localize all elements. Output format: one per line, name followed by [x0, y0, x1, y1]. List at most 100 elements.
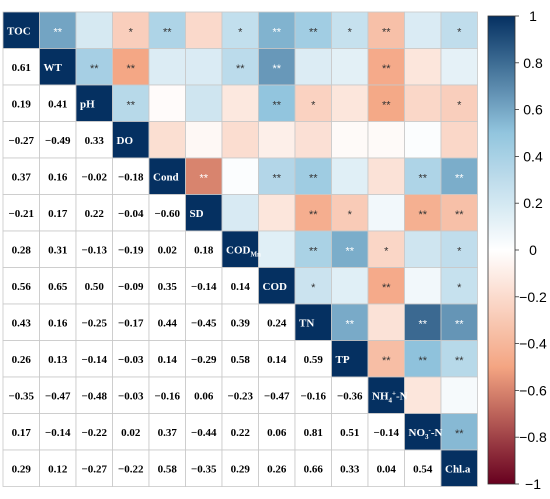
heatmap-cell: [258, 11, 296, 49]
heatmap-cell: [185, 84, 223, 122]
heatmap-cell: [185, 340, 223, 378]
heatmap-cell: [112, 267, 150, 305]
heatmap-cell: [221, 194, 259, 232]
significance-marker: **: [418, 318, 427, 330]
variable-label: NH4+-N: [372, 389, 408, 404]
correlation-value: −0.35: [8, 390, 34, 402]
correlation-value: 0.56: [12, 281, 32, 293]
heatmap-cell: [404, 11, 442, 49]
heatmap-cell: [112, 413, 150, 451]
heatmap-cell: [331, 11, 369, 49]
heatmap-cell: [440, 449, 478, 487]
heatmap-cell: [294, 230, 332, 268]
heatmap-cell: [148, 194, 186, 232]
correlation-value: 0.17: [48, 208, 68, 220]
correlation-value: 0.06: [194, 390, 214, 402]
heatmap-cell: [404, 413, 442, 451]
significance-marker: **: [90, 63, 99, 75]
variable-label: Chl.a: [445, 463, 471, 475]
heatmap-cell: [440, 413, 478, 451]
significance-marker: **: [418, 172, 427, 184]
heatmap-cell: [39, 11, 77, 49]
significance-marker: *: [457, 282, 462, 294]
correlation-value: 0.37: [158, 427, 178, 439]
correlation-value: 0.54: [413, 463, 433, 475]
heatmap-cell: [331, 267, 369, 305]
heatmap-cell: [331, 157, 369, 195]
correlation-value: −0.14: [81, 354, 107, 366]
heatmap-cell: [185, 230, 223, 268]
correlation-value: −0.18: [118, 171, 144, 183]
heatmap-cell: [294, 267, 332, 305]
variable-label: COD: [263, 281, 288, 293]
significance-marker: *: [238, 26, 243, 38]
heatmap-cell: [294, 340, 332, 378]
correlation-value: −0.21: [8, 208, 34, 220]
correlation-value: −0.27: [81, 463, 107, 475]
correlation-value: 0.16: [48, 171, 68, 183]
heatmap-cell: [148, 449, 186, 487]
correlation-value: −0.29: [191, 354, 217, 366]
heatmap-cell: [404, 340, 442, 378]
heatmap-cell: [2, 157, 40, 195]
correlation-value: 0.29: [12, 463, 32, 475]
heatmap-cell: [331, 340, 369, 378]
heatmap-cell: [258, 303, 296, 341]
correlation-value: 0.19: [12, 98, 32, 110]
correlation-value: 0.29: [231, 463, 251, 475]
variable-label: NO3--N: [409, 426, 443, 441]
heatmap-cell: [258, 230, 296, 268]
heatmap-cell: [404, 230, 442, 268]
correlation-value: −0.04: [118, 208, 144, 220]
heatmap-cell: [258, 449, 296, 487]
correlation-value: 0.81: [304, 427, 323, 439]
significance-marker: *: [457, 245, 462, 257]
heatmap-cell: [185, 267, 223, 305]
heatmap-cell: [221, 121, 259, 159]
heatmap-cell: [112, 121, 150, 159]
correlation-value: 0.58: [231, 354, 251, 366]
correlation-value: 0.14: [158, 354, 178, 366]
heatmap-cell: [294, 121, 332, 159]
heatmap-cell: [367, 194, 405, 232]
heatmap-cell: [185, 48, 223, 86]
correlation-value: 0.35: [158, 281, 178, 293]
correlation-value: −0.47: [264, 390, 290, 402]
heatmap-cell: [440, 376, 478, 414]
heatmap-cell: [440, 194, 478, 232]
heatmap-cell: [112, 230, 150, 268]
heatmap-cell: [185, 121, 223, 159]
heatmap-cell: [440, 121, 478, 159]
heatmap-cell: [367, 230, 405, 268]
correlation-value: 0.16: [48, 317, 68, 329]
heatmap-cell: [75, 413, 113, 451]
correlation-value: 0.24: [267, 317, 287, 329]
heatmap-cell: [39, 376, 77, 414]
heatmap-cell: [367, 121, 405, 159]
significance-marker: **: [272, 63, 281, 75]
correlation-value: −0.25: [81, 317, 107, 329]
heatmap-cell: [2, 230, 40, 268]
heatmap-cell: [2, 340, 40, 378]
heatmap-cells: [2, 11, 478, 487]
significance-marker: **: [455, 172, 464, 184]
colorbar-tick-label: 0.6: [523, 102, 543, 118]
heatmap-cell: [367, 267, 405, 305]
heatmap-cell: [148, 121, 186, 159]
heatmap-cell: [112, 48, 150, 86]
significance-marker: **: [382, 355, 391, 367]
heatmap-cell: [221, 48, 259, 86]
correlation-value: −0.17: [118, 317, 144, 329]
correlation-value: −0.13: [81, 244, 107, 256]
correlation-value: 0.43: [12, 317, 32, 329]
significance-marker: **: [272, 26, 281, 38]
heatmap-cell: [148, 376, 186, 414]
heatmap-cell: [440, 48, 478, 86]
correlation-value: −0.22: [118, 463, 144, 475]
heatmap-cell: [331, 449, 369, 487]
variable-label: TN: [299, 317, 314, 329]
heatmap-cell: [367, 340, 405, 378]
significance-marker: **: [418, 355, 427, 367]
correlation-value: 0.37: [12, 171, 32, 183]
